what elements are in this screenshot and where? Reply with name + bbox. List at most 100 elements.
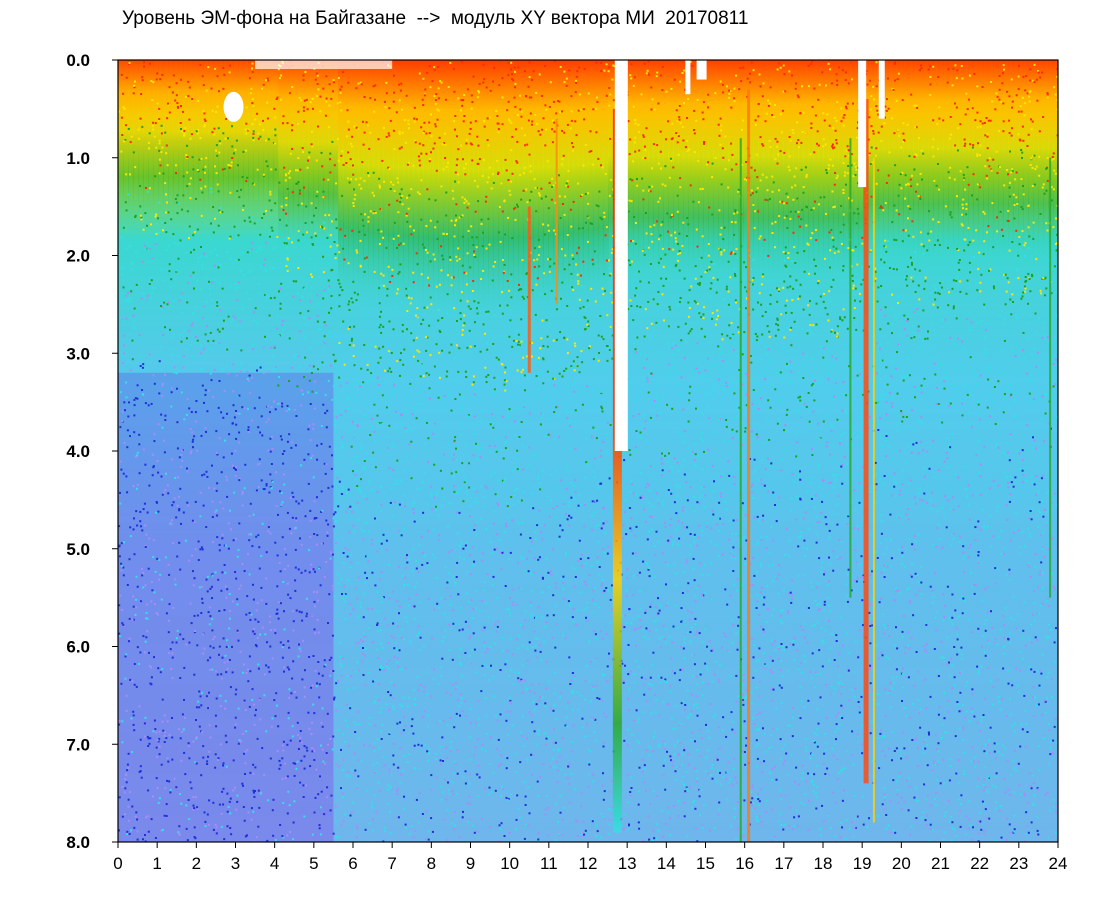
noise-dot: [734, 252, 737, 255]
noise-dot: [730, 142, 733, 145]
noise-dot: [839, 836, 842, 839]
noise-dot: [382, 284, 385, 287]
noise-dot: [559, 794, 562, 797]
noise-dot: [886, 624, 889, 627]
noise-dot: [898, 313, 901, 315]
noise-dot: [717, 769, 720, 772]
noise-dot: [215, 254, 218, 257]
noise-dot: [1042, 546, 1045, 549]
noise-dot: [880, 205, 882, 208]
noise-dot: [481, 175, 484, 177]
noise-dot: [1039, 289, 1042, 292]
noise-dot: [967, 183, 970, 186]
noise-dot: [201, 264, 203, 267]
noise-dot: [283, 666, 286, 669]
noise-dot: [446, 756, 449, 759]
noise-dot: [260, 554, 263, 557]
noise-dot: [895, 668, 898, 671]
noise-dot: [1008, 181, 1011, 184]
noise-dot: [979, 528, 982, 531]
noise-dot: [958, 541, 961, 544]
noise-dot: [320, 442, 323, 445]
noise-dot: [236, 603, 239, 606]
noise-dot: [426, 71, 429, 74]
noise-dot: [161, 308, 163, 311]
noise-dot: [884, 116, 886, 119]
noise-dot: [759, 386, 762, 389]
noise-dot: [165, 737, 168, 740]
noise-dot: [271, 448, 274, 450]
noise-dot: [753, 458, 756, 461]
noise-dot: [929, 345, 932, 348]
noise-dot: [651, 240, 654, 243]
noise-dot: [966, 279, 969, 282]
noise-dot: [568, 656, 571, 659]
noise-dot: [996, 442, 999, 445]
noise-dot: [729, 594, 732, 597]
noise-dot: [304, 669, 306, 672]
noise-dot: [406, 163, 409, 166]
noise-dot: [775, 707, 778, 710]
noise-dot: [379, 629, 382, 631]
noise-dot: [391, 444, 394, 447]
noise-dot: [919, 440, 922, 443]
noise-dot: [921, 340, 924, 343]
noise-dot: [575, 819, 577, 822]
noise-dot: [461, 330, 464, 332]
noise-dot: [676, 627, 679, 630]
noise-dot: [530, 455, 532, 458]
noise-dot: [352, 524, 355, 527]
noise-dot: [357, 641, 360, 644]
noise-dot: [668, 176, 671, 179]
noise-dot: [158, 172, 161, 175]
noise-dot: [685, 633, 687, 635]
noise-dot: [529, 601, 532, 604]
noise-dot: [500, 568, 503, 571]
noise-dot: [976, 111, 979, 114]
noise-dot: [526, 201, 529, 204]
noise-dot: [878, 381, 880, 384]
noise-dot: [485, 714, 488, 717]
noise-dot: [162, 229, 164, 232]
noise-dot: [186, 501, 189, 504]
noise-dot: [702, 439, 704, 442]
noise-dot: [628, 507, 631, 509]
noise-dot: [649, 465, 652, 468]
noise-dot: [129, 535, 132, 538]
noise-dot: [870, 125, 873, 128]
noise-dot: [517, 114, 519, 116]
noise-dot: [418, 193, 421, 195]
noise-dot: [153, 440, 156, 443]
noise-dot: [1029, 90, 1032, 93]
noise-dot: [222, 87, 225, 90]
noise-dot: [435, 509, 438, 512]
noise-dot: [886, 383, 889, 386]
noise-dot: [584, 193, 587, 195]
noise-dot: [679, 392, 682, 395]
noise-dot: [323, 221, 325, 224]
noise-dot: [677, 134, 680, 136]
noise-dot: [1034, 565, 1037, 568]
noise-dot: [904, 707, 907, 709]
noise-dot: [129, 263, 132, 266]
noise-dot: [187, 742, 190, 745]
noise-dot: [796, 121, 799, 124]
noise-dot: [869, 486, 872, 489]
noise-dot: [1042, 474, 1044, 477]
noise-dot: [194, 500, 197, 503]
noise-dot: [239, 650, 242, 653]
noise-dot: [152, 128, 155, 131]
noise-dot: [306, 108, 309, 111]
noise-dot: [880, 597, 883, 600]
noise-dot: [257, 132, 260, 135]
noise-dot: [802, 186, 805, 188]
noise-dot: [611, 334, 614, 337]
noise-dot: [462, 500, 465, 503]
noise-dot: [1051, 752, 1054, 754]
noise-dot: [178, 833, 181, 836]
noise-dot: [736, 519, 738, 522]
noise-dot: [818, 608, 821, 611]
noise-dot: [504, 522, 507, 525]
noise-dot: [701, 826, 704, 829]
noise-dot: [600, 335, 603, 338]
